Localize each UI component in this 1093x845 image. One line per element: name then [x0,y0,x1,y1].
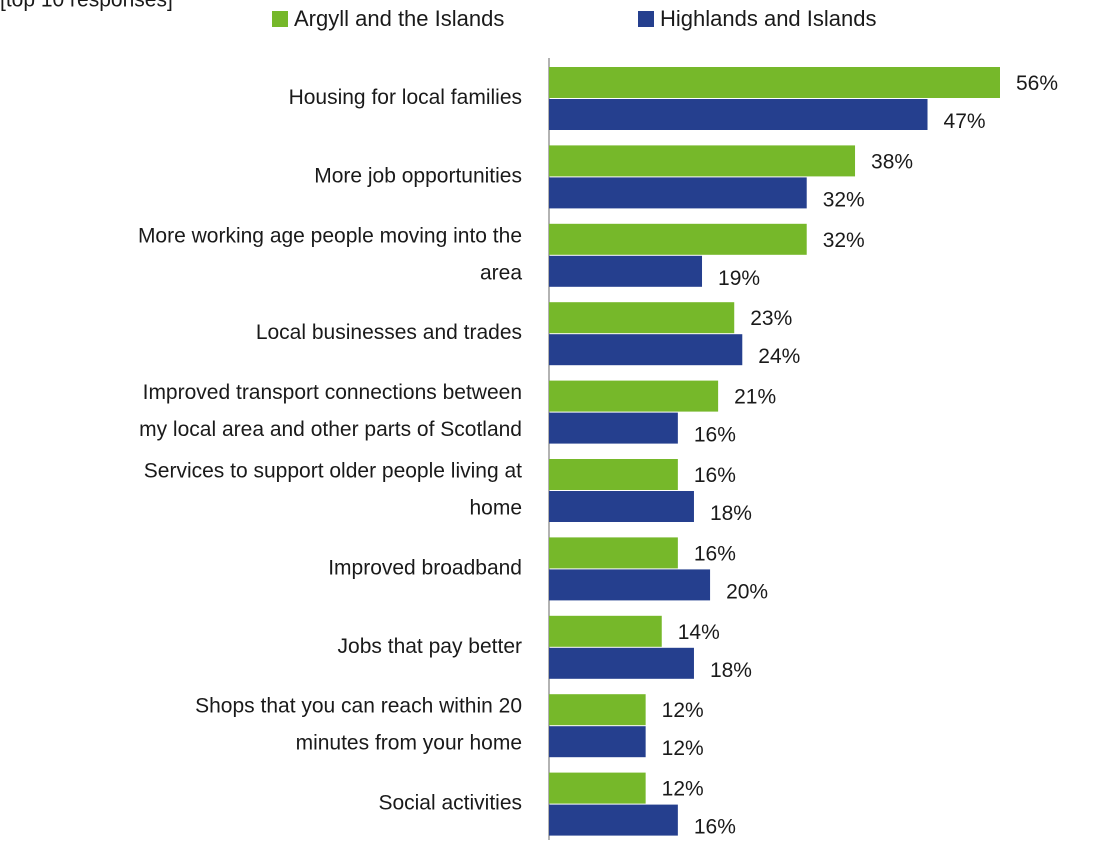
bar [549,302,735,334]
value-label: 18% [710,659,752,682]
value-label: 20% [726,580,768,603]
category-label: Shops that you can reach within 20 minute… [195,694,522,754]
value-label: 56% [1016,72,1058,95]
value-label: 16% [694,816,736,839]
category-label: More job opportunities [314,164,522,187]
category-label: Housing for local families [289,86,522,109]
chart-subtitle: [top 10 responses] [0,0,173,12]
category-label: Jobs that pay better [338,634,522,657]
value-label: 24% [758,345,800,368]
legend-swatch [638,11,654,27]
bar [549,412,678,444]
value-label: 12% [662,778,704,801]
bar [549,223,807,255]
value-label: 12% [662,737,704,760]
category-label: Improved transport connections between my… [139,381,522,441]
value-label: 12% [662,699,704,722]
value-label: 19% [718,267,760,290]
bar [549,67,1000,98]
bar [549,99,928,130]
value-label: 32% [823,229,865,252]
bar [549,177,807,209]
bar [549,615,662,647]
legend-label: Argyll and the Islands [294,6,504,31]
bar [549,804,678,836]
value-label: 47% [944,110,986,133]
bar [549,145,856,177]
value-label: 16% [694,424,736,447]
value-label: 18% [710,502,752,525]
bar [549,647,694,679]
category-label: Social activities [378,791,522,814]
category-label: Local businesses and trades [256,321,522,344]
value-label: 38% [871,150,913,173]
bar [549,459,678,490]
bar [549,334,743,366]
category-label: Services to support older people living … [144,459,522,519]
bar [549,380,719,412]
legend-swatch [272,11,288,27]
value-label: 14% [678,621,720,644]
bar [549,255,703,287]
category-label: More working age people moving into the a… [138,224,522,284]
value-label: 16% [694,542,736,565]
value-label: 23% [750,307,792,330]
bar [549,537,678,569]
bar [549,569,711,601]
value-label: 32% [823,188,865,211]
bar [549,772,646,804]
value-label: 21% [734,386,776,409]
bar [549,694,646,726]
bar [549,726,646,758]
category-label: Improved broadband [328,556,522,579]
legend-label: Highlands and Islands [660,6,876,31]
value-label: 16% [694,464,736,487]
bar [549,491,694,522]
